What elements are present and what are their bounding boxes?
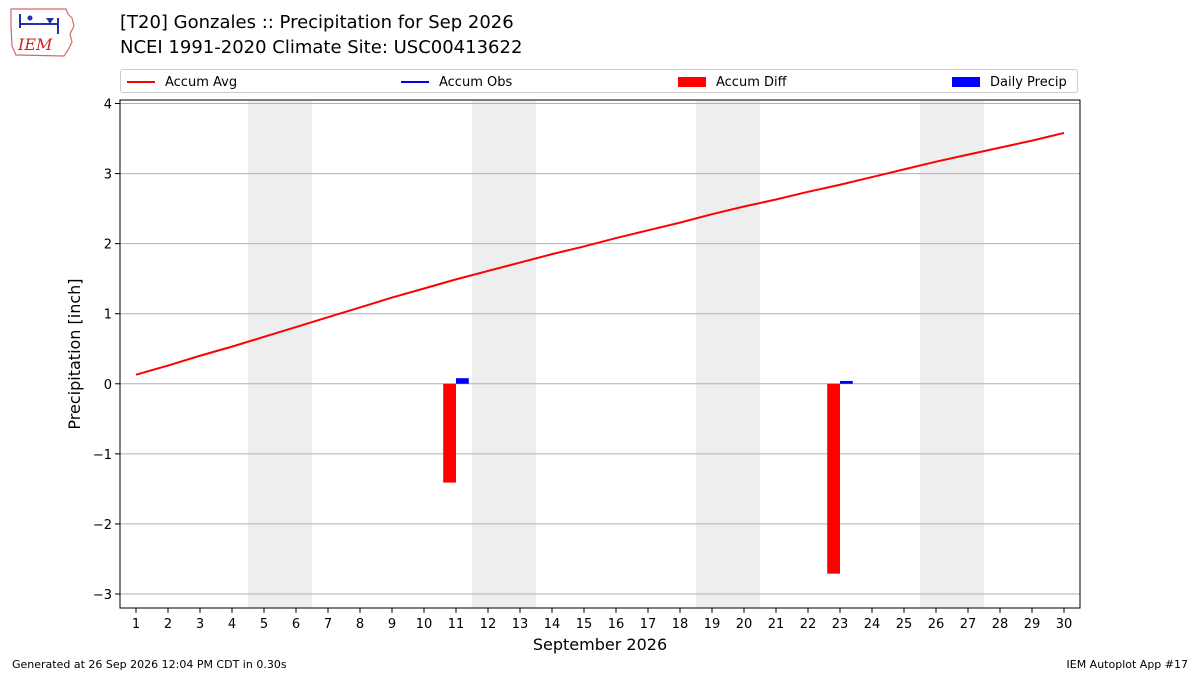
plot-frame	[119, 99, 1081, 609]
x-tick-label: 2	[164, 617, 172, 632]
x-tick-label: 27	[960, 617, 977, 632]
x-tick-label: 12	[480, 617, 497, 632]
footer-app-text: IEM Autoplot App #17	[1066, 658, 1189, 671]
legend-item-daily-precip: Daily Precip	[952, 73, 1067, 91]
x-tick-label: 1	[132, 617, 140, 632]
y-gridlines	[120, 103, 1080, 595]
weekend-band	[696, 100, 760, 608]
legend-swatch-red-line	[127, 81, 155, 83]
y-axis-label: Precipitation [inch]	[65, 278, 84, 429]
x-tick-label: 30	[1056, 617, 1073, 632]
x-tick-label: 22	[800, 617, 817, 632]
daily-precip-bar	[840, 380, 853, 384]
legend-item-accum-diff: Accum Diff	[678, 73, 787, 91]
x-tick-label: 5	[260, 617, 268, 632]
chart-title: [T20] Gonzales :: Precipitation for Sep …	[120, 12, 514, 33]
weekend-shading	[248, 100, 984, 608]
y-tick-label: 1	[104, 308, 112, 323]
daily-precip-bar	[456, 378, 469, 384]
x-tick-label: 28	[992, 617, 1009, 632]
x-tick-label: 29	[1024, 617, 1041, 632]
x-tick-label: 23	[832, 617, 849, 632]
legend-label: Accum Avg	[165, 74, 238, 90]
accum-diff-bar	[443, 383, 456, 483]
x-tick-label: 18	[672, 617, 689, 632]
x-tick-label: 16	[608, 617, 625, 632]
y-tick-label: −1	[93, 448, 112, 463]
x-tick-label: 6	[292, 617, 300, 632]
legend-item-accum-obs: Accum Obs	[401, 73, 512, 91]
legend-label: Accum Diff	[716, 74, 787, 90]
x-tick-label: 13	[512, 617, 529, 632]
x-tick-label: 15	[576, 617, 593, 632]
x-tick-label: 17	[640, 617, 657, 632]
x-tick-label: 8	[356, 617, 364, 632]
footer-generated-text: Generated at 26 Sep 2026 12:04 PM CDT in…	[12, 658, 287, 671]
weekend-band	[920, 100, 984, 608]
y-tick-label: 0	[104, 378, 112, 393]
legend: Accum Avg Accum Obs Accum Diff Daily Pre…	[120, 69, 1078, 93]
y-tick-label: 3	[104, 168, 112, 183]
y-tick-label: −2	[93, 518, 112, 533]
iem-logo: IEM	[8, 6, 78, 58]
svg-text:IEM: IEM	[17, 35, 53, 54]
x-tick-label: 20	[736, 617, 753, 632]
x-tick-label: 24	[864, 617, 881, 632]
x-tick-label: 19	[704, 617, 721, 632]
legend-swatch-red-box	[678, 77, 706, 87]
weekend-band	[472, 100, 536, 608]
legend-label: Daily Precip	[990, 74, 1067, 90]
accum-avg-line-group	[135, 131, 1065, 376]
bars	[443, 378, 853, 574]
x-tick-label: 7	[324, 617, 332, 632]
x-tick-label: 11	[448, 617, 465, 632]
accum-avg-line	[135, 131, 1065, 376]
x-tick-label: 3	[196, 617, 204, 632]
chart-subtitle: NCEI 1991-2020 Climate Site: USC00413622	[120, 37, 523, 58]
legend-label: Accum Obs	[439, 74, 513, 90]
y-tick-label: 2	[104, 238, 112, 253]
legend-swatch-blue-box	[952, 77, 980, 87]
x-tick-label: 9	[388, 617, 396, 632]
x-tick-label: 25	[896, 617, 913, 632]
x-tick-label: 14	[544, 617, 561, 632]
x-tick-label: 26	[928, 617, 945, 632]
weekend-band	[248, 100, 312, 608]
accum-diff-bar	[827, 383, 840, 574]
x-tick-label: 10	[416, 617, 433, 632]
x-axis-label: September 2026	[533, 635, 667, 654]
legend-swatch-blue-line	[401, 81, 429, 83]
legend-item-accum-avg: Accum Avg	[127, 73, 237, 91]
x-tick-label: 21	[768, 617, 785, 632]
y-tick-label: 4	[104, 98, 112, 113]
x-tick-label: 4	[228, 617, 236, 632]
y-tick-label: −3	[93, 588, 112, 603]
